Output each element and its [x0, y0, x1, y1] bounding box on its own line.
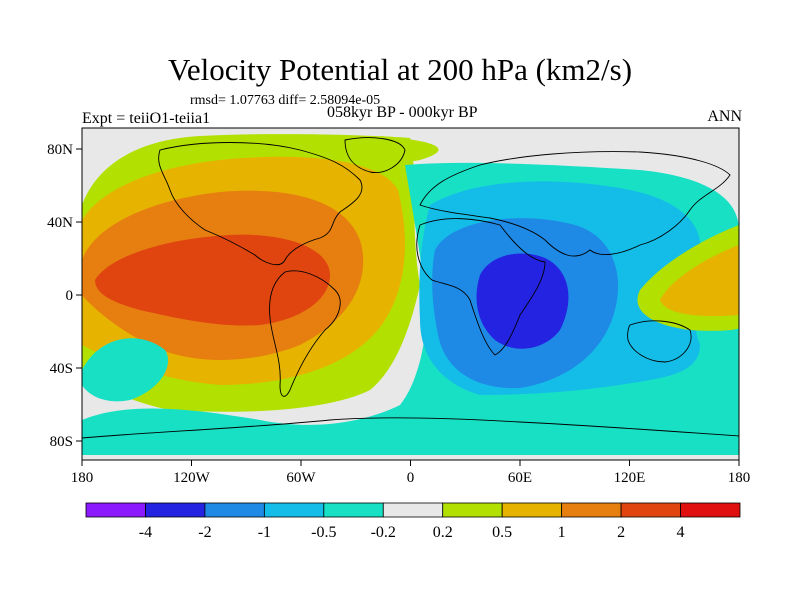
- y-tick-label: 40N: [47, 215, 73, 231]
- colorbar-swatch: [680, 502, 741, 518]
- colorbar-label: 1: [558, 524, 566, 541]
- x-tick-label: 60W: [286, 470, 316, 486]
- greenland-outline: [344, 137, 406, 173]
- colorbar-swatch: [85, 502, 146, 518]
- colorbar-swatch: [561, 502, 622, 518]
- colorbar-swatch: [620, 502, 681, 518]
- colorbar-label: -4: [139, 524, 152, 541]
- x-tick-label: 0: [407, 470, 415, 486]
- x-tick-label: 180: [728, 470, 751, 486]
- colorbar-swatch: [442, 502, 503, 518]
- plot-title: Velocity Potential at 200 hPa (km2/s): [167, 52, 633, 87]
- x-tick-label: 60E: [508, 470, 532, 486]
- north-america-outline: [158, 142, 363, 266]
- eurasia-outline: [419, 151, 731, 257]
- colorbar-labels: -4 -2 -1 -0.5 -0.2 0.2 0.5 1 2 4: [139, 524, 685, 541]
- colorbar-swatch: [204, 502, 265, 518]
- x-tick-label: 180: [71, 470, 94, 486]
- x-tick-label: 120E: [614, 470, 646, 486]
- period-text: 058kyr BP - 000kyr BP: [327, 104, 478, 121]
- colorbar-swatch: [382, 502, 444, 518]
- y-tick-label: 0: [66, 288, 74, 304]
- y-tick-label: 40S: [50, 361, 73, 377]
- y-tick-label: 80S: [50, 434, 73, 450]
- colorbar-label: -0.5: [311, 524, 336, 541]
- colorbar-swatch: [263, 502, 325, 518]
- colorbar-label: -1: [258, 524, 271, 541]
- coastlines: [82, 137, 739, 439]
- contour-neg0.2-southwest: [82, 338, 169, 402]
- stats-text: rmsd= 1.07763 diff= 2.58094e-05: [190, 93, 381, 108]
- contour-2-west: [95, 234, 330, 326]
- colorbar-swatch: [145, 502, 206, 518]
- contour-field: [82, 128, 739, 460]
- season-label: ANN: [707, 108, 742, 125]
- experiment-label: Expt = teiiO1-teiia1: [82, 110, 211, 127]
- axis-ticks: [76, 148, 740, 466]
- colorbar-label: 2: [617, 524, 625, 541]
- colorbar-label: -2: [198, 524, 211, 541]
- x-tick-label: 120W: [173, 470, 211, 486]
- contour-0.2-arctic: [380, 136, 439, 161]
- colorbar-label: 4: [677, 524, 685, 541]
- y-tick-label: 80N: [47, 142, 73, 158]
- antarctica-outline: [82, 417, 739, 439]
- south-america-outline: [269, 270, 341, 397]
- colorbar-label: 0.2: [433, 524, 453, 541]
- africa-outline: [416, 218, 546, 356]
- colorbar-label: -0.2: [371, 524, 396, 541]
- colorbar-swatch: [501, 502, 563, 518]
- colorbar-swatch: [323, 502, 384, 518]
- colorbar: [85, 502, 741, 518]
- contour-neg2: [476, 253, 569, 349]
- contour-0.5-wpac: [660, 245, 739, 317]
- australia-outline: [627, 320, 692, 363]
- colorbar-label: 0.5: [492, 524, 512, 541]
